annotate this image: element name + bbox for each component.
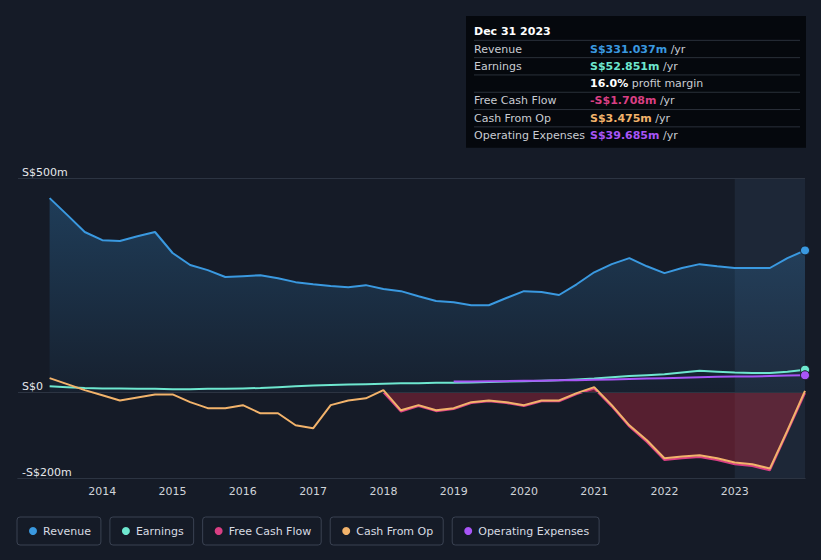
svg-text:2014: 2014 bbox=[88, 485, 116, 498]
svg-text:S$3.475m: S$3.475m bbox=[590, 112, 652, 125]
svg-text:-S$1.708m: -S$1.708m bbox=[590, 94, 656, 107]
svg-text:S$39.685m: S$39.685m bbox=[590, 129, 660, 142]
svg-text:2020: 2020 bbox=[510, 485, 538, 498]
svg-text:Cash From Op: Cash From Op bbox=[356, 525, 433, 538]
svg-text:/yr: /yr bbox=[663, 129, 678, 142]
svg-text:2022: 2022 bbox=[650, 485, 678, 498]
svg-text:2021: 2021 bbox=[580, 485, 608, 498]
svg-text:16.0%: 16.0% bbox=[590, 77, 628, 90]
svg-text:S$331.037m: S$331.037m bbox=[590, 43, 667, 56]
svg-text:Operating Expenses: Operating Expenses bbox=[474, 129, 585, 142]
svg-text:/yr: /yr bbox=[663, 60, 678, 73]
svg-text:2018: 2018 bbox=[369, 485, 397, 498]
svg-text:Dec 31 2023: Dec 31 2023 bbox=[474, 25, 551, 38]
svg-text:2019: 2019 bbox=[440, 485, 468, 498]
svg-text:Revenue: Revenue bbox=[474, 43, 522, 56]
svg-text:/yr: /yr bbox=[671, 43, 686, 56]
svg-text:2016: 2016 bbox=[229, 485, 257, 498]
svg-text:/yr: /yr bbox=[655, 112, 670, 125]
svg-text:profit margin: profit margin bbox=[632, 77, 704, 90]
svg-text:S$52.851m: S$52.851m bbox=[590, 60, 660, 73]
svg-text:/yr: /yr bbox=[660, 94, 675, 107]
svg-text:2017: 2017 bbox=[299, 485, 327, 498]
svg-text:Free Cash Flow: Free Cash Flow bbox=[474, 94, 557, 107]
svg-text:Earnings: Earnings bbox=[474, 60, 522, 73]
svg-text:2023: 2023 bbox=[721, 485, 749, 498]
svg-text:Free Cash Flow: Free Cash Flow bbox=[229, 525, 312, 538]
svg-text:Cash From Op: Cash From Op bbox=[474, 112, 551, 125]
svg-text:-S$200m: -S$200m bbox=[22, 466, 72, 479]
svg-text:Operating Expenses: Operating Expenses bbox=[478, 525, 589, 538]
svg-text:Earnings: Earnings bbox=[136, 525, 184, 538]
svg-text:S$0: S$0 bbox=[22, 380, 43, 393]
svg-text:S$500m: S$500m bbox=[22, 166, 68, 179]
svg-text:Revenue: Revenue bbox=[43, 525, 91, 538]
svg-text:2015: 2015 bbox=[159, 485, 187, 498]
